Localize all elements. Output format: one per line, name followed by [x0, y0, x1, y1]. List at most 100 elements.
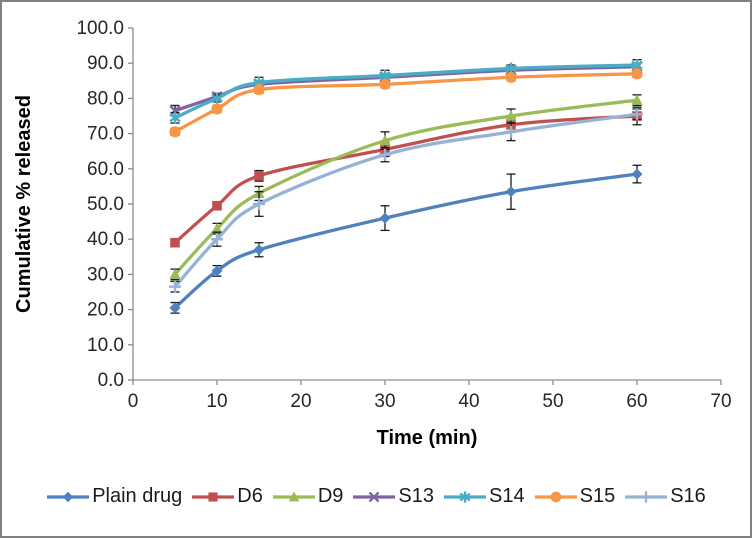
- legend-item-s14: S14: [443, 485, 525, 508]
- data-point-marker: [254, 171, 264, 181]
- x-tick-label: 70: [710, 391, 731, 412]
- diamond-marker-icon: [62, 491, 74, 502]
- data-point-marker: [631, 168, 643, 180]
- legend-label: Plain drug: [92, 485, 183, 507]
- data-point-marker: [169, 111, 181, 124]
- circle-marker-icon: [505, 71, 517, 83]
- y-tick-label: 30.0: [87, 264, 124, 285]
- diamond-marker-icon: [211, 265, 223, 277]
- y-tick-label: 40.0: [87, 229, 124, 250]
- circle-marker-icon: [211, 103, 223, 115]
- triangle-marker-icon: [211, 222, 223, 234]
- data-point-marker: [169, 126, 181, 138]
- data-point-marker: [211, 103, 223, 115]
- x-marker-icon: [369, 491, 380, 502]
- legend-item-s16: S16: [624, 485, 706, 508]
- legend-label: D6: [237, 485, 263, 507]
- legend-label: S13: [398, 485, 435, 507]
- y-tick-label: 0.0: [98, 370, 124, 391]
- square-marker-icon: [212, 200, 222, 211]
- y-axis-title: Cumulative % released: [13, 95, 35, 313]
- triangle-marker-icon: [288, 490, 300, 501]
- data-point-marker: [631, 68, 643, 80]
- asterisk-marker-icon: [505, 63, 517, 74]
- data-point-marker: [631, 94, 643, 105]
- circle-marker-icon: [169, 126, 181, 138]
- x-tick-label: 60: [626, 391, 647, 412]
- legend-item-s13: S13: [352, 485, 434, 508]
- legend-item-s15: S15: [534, 485, 615, 508]
- data-point-marker: [631, 108, 643, 121]
- y-tick-label: 70.0: [87, 124, 124, 145]
- asterisk-marker-icon: [211, 93, 223, 103]
- legend-swatch: [444, 490, 487, 503]
- data-point-marker: [253, 244, 265, 256]
- legend-label: S14: [489, 485, 525, 507]
- data-point-marker: [379, 134, 391, 146]
- asterisk-marker-icon: [253, 77, 265, 88]
- legend-item-d6: D6: [191, 485, 263, 508]
- plot-series: [169, 58, 643, 314]
- data-point-marker: [253, 198, 265, 210]
- data-point-marker: [640, 490, 652, 503]
- data-point-marker: [253, 84, 265, 96]
- series-d6: [170, 106, 642, 248]
- diamond-marker-icon: [631, 168, 643, 180]
- data-point-marker: [505, 71, 517, 83]
- x-tick-label: 0: [128, 391, 139, 412]
- y-tick-label: 100.0: [76, 18, 124, 39]
- square-marker-icon: [170, 237, 180, 248]
- diamond-marker-icon: [379, 212, 391, 224]
- x-tick-label: 50: [542, 391, 563, 412]
- y-tick-label: 80.0: [87, 88, 124, 109]
- data-point-marker: [505, 110, 517, 121]
- axes: 0.0 10.0 20.0 30.0 40.0 50.0 60.0 70.0 80.0 90.0 1…: [76, 18, 731, 412]
- circle-marker-icon: [631, 68, 643, 80]
- triangle-marker-icon: [379, 134, 391, 146]
- series-s15: [169, 68, 643, 138]
- data-point-marker: [211, 92, 223, 105]
- data-point-marker: [369, 491, 380, 502]
- x-marker-icon: [169, 105, 181, 117]
- x-tick-label: 30: [374, 391, 395, 412]
- data-point-marker: [169, 268, 181, 279]
- square-marker-icon: [254, 171, 264, 181]
- data-point-marker: [459, 490, 471, 503]
- series-line: [173, 98, 639, 277]
- x-tick-label: 40: [458, 391, 479, 412]
- diamond-marker-icon: [253, 244, 265, 256]
- data-point-marker: [288, 490, 300, 501]
- legend-label: D9: [317, 485, 344, 507]
- circle-marker-icon: [379, 78, 391, 90]
- data-point-marker: [169, 280, 181, 293]
- series-d9: [169, 94, 643, 281]
- asterisk-marker-icon: [169, 113, 181, 123]
- chart-plot-area: 0.0 10.0 20.0 30.0 40.0 50.0 60.0 70.0 80.0 90.0 1…: [13, 18, 732, 449]
- legend-label: S16: [670, 485, 706, 507]
- legend-swatch: [272, 490, 315, 501]
- legend-swatch: [353, 491, 396, 502]
- circle-marker-icon: [550, 491, 561, 502]
- y-tick-label: 20.0: [87, 300, 124, 321]
- asterisk-marker-icon: [379, 70, 391, 81]
- data-point-marker: [169, 105, 181, 117]
- y-tick-label: 60.0: [87, 159, 124, 180]
- legend-swatch: [192, 491, 235, 502]
- x-tick-label: 20: [290, 391, 311, 412]
- square-marker-icon: [208, 491, 218, 502]
- data-point-marker: [379, 148, 391, 161]
- chart-legend: Plain drug D6 D9 S13 S14 S15 S16: [2, 485, 750, 508]
- data-point-marker: [379, 212, 391, 224]
- data-point-marker: [208, 491, 218, 502]
- legend-swatch: [625, 490, 668, 503]
- data-point-marker: [62, 491, 74, 502]
- asterisk-marker-icon: [459, 492, 471, 501]
- data-point-marker: [505, 186, 517, 198]
- data-point-marker: [212, 200, 222, 211]
- y-tick-label: 50.0: [87, 194, 124, 215]
- data-point-marker: [170, 237, 180, 248]
- data-point-marker: [505, 125, 517, 138]
- triangle-marker-icon: [505, 110, 517, 121]
- data-point-marker: [211, 233, 223, 246]
